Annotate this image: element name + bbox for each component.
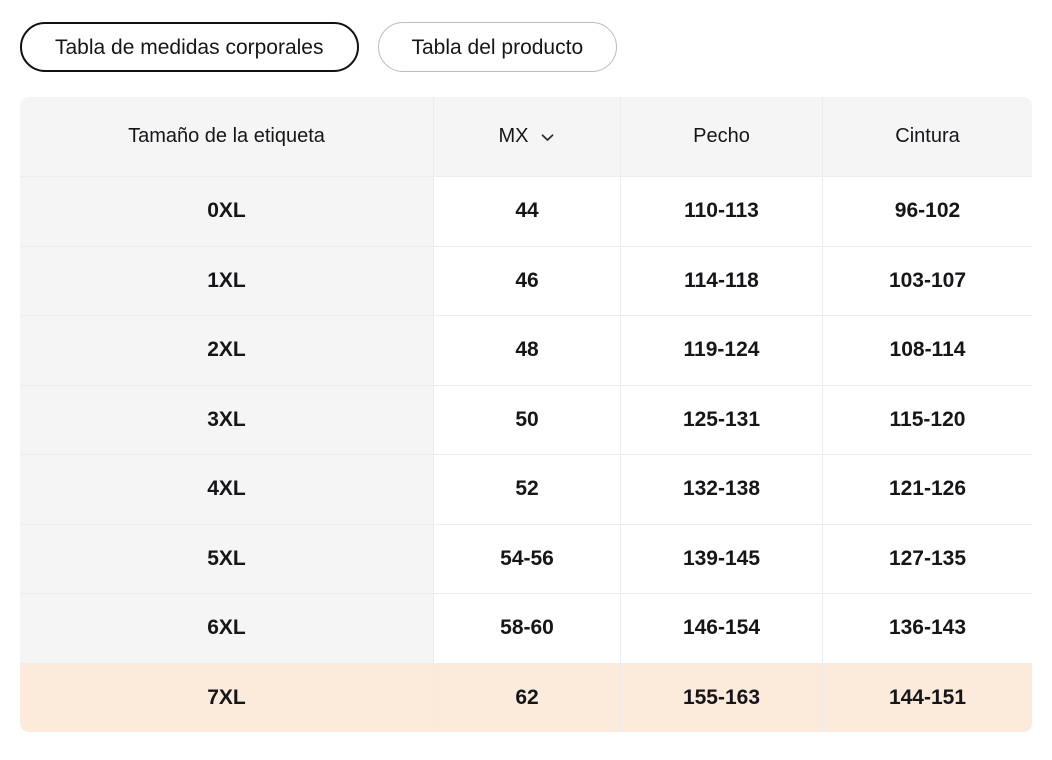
chest-value-cell: 146-154 [620, 593, 822, 663]
table-row: 0XL 44 110-113 96-102 [20, 176, 1032, 246]
size-label-cell: 4XL [20, 454, 433, 524]
mx-value-cell: 62 [433, 662, 620, 732]
chest-value-cell: 155-163 [620, 662, 822, 732]
waist-value-cell: 108-114 [822, 315, 1032, 385]
mx-value-cell: 54-56 [433, 523, 620, 593]
chest-value-cell: 132-138 [620, 454, 822, 524]
size-label-cell: 7XL [20, 662, 433, 732]
waist-value-cell: 127-135 [822, 523, 1032, 593]
table-row: 5XL 54-56 139-145 127-135 [20, 523, 1032, 593]
table-body: 0XL 44 110-113 96-102 1XL 46 114-118 103-107 2XL… [20, 176, 1032, 732]
unit-region-dropdown[interactable]: MX [433, 97, 620, 176]
table-row: 3XL 50 125-131 115-120 [20, 384, 1032, 454]
size-label-cell: 1XL [20, 245, 433, 315]
chest-value-cell: 119-124 [620, 315, 822, 385]
mx-value-cell: 48 [433, 315, 620, 385]
chest-value-cell: 125-131 [620, 384, 822, 454]
column-header-label-size: Tamaño de la etiqueta [128, 125, 325, 147]
chart-type-tabs: Tabla de medidas corporales Tabla del pr… [0, 0, 1052, 72]
chest-value-cell: 114-118 [620, 245, 822, 315]
size-label-cell: 3XL [20, 384, 433, 454]
table-row: 1XL 46 114-118 103-107 [20, 245, 1032, 315]
table-row: 7XL 62 155-163 144-151 [20, 662, 1032, 732]
table-row: 2XL 48 119-124 108-114 [20, 315, 1032, 385]
column-header-waist: Cintura [822, 97, 1032, 176]
waist-value-cell: 136-143 [822, 593, 1032, 663]
table-row: 6XL 58-60 146-154 136-143 [20, 593, 1032, 663]
column-header-chest: Pecho [620, 97, 822, 176]
mx-value-cell: 52 [433, 454, 620, 524]
size-label-cell: 2XL [20, 315, 433, 385]
chevron-down-icon [539, 129, 556, 146]
chest-value-cell: 110-113 [620, 176, 822, 246]
table-header-row: Tamaño de la etiqueta MX Pecho Cintura [20, 97, 1032, 176]
table-row: 4XL 52 132-138 121-126 [20, 454, 1032, 524]
waist-value-cell: 121-126 [822, 454, 1032, 524]
mx-value-cell: 46 [433, 245, 620, 315]
tab-product-measurements[interactable]: Tabla del producto [377, 22, 618, 72]
tab-body-measurements[interactable]: Tabla de medidas corporales [20, 22, 359, 72]
waist-value-cell: 115-120 [822, 384, 1032, 454]
waist-value-cell: 144-151 [822, 662, 1032, 732]
waist-value-cell: 103-107 [822, 245, 1032, 315]
size-label-cell: 5XL [20, 523, 433, 593]
mx-value-cell: 44 [433, 176, 620, 246]
waist-value-cell: 96-102 [822, 176, 1032, 246]
size-table: Tamaño de la etiqueta MX Pecho Cintura 0… [20, 97, 1032, 732]
mx-value-cell: 50 [433, 384, 620, 454]
mx-value-cell: 58-60 [433, 593, 620, 663]
size-label-cell: 6XL [20, 593, 433, 663]
size-label-cell: 0XL [20, 176, 433, 246]
unit-region-value: MX [498, 125, 529, 147]
chest-value-cell: 139-145 [620, 523, 822, 593]
